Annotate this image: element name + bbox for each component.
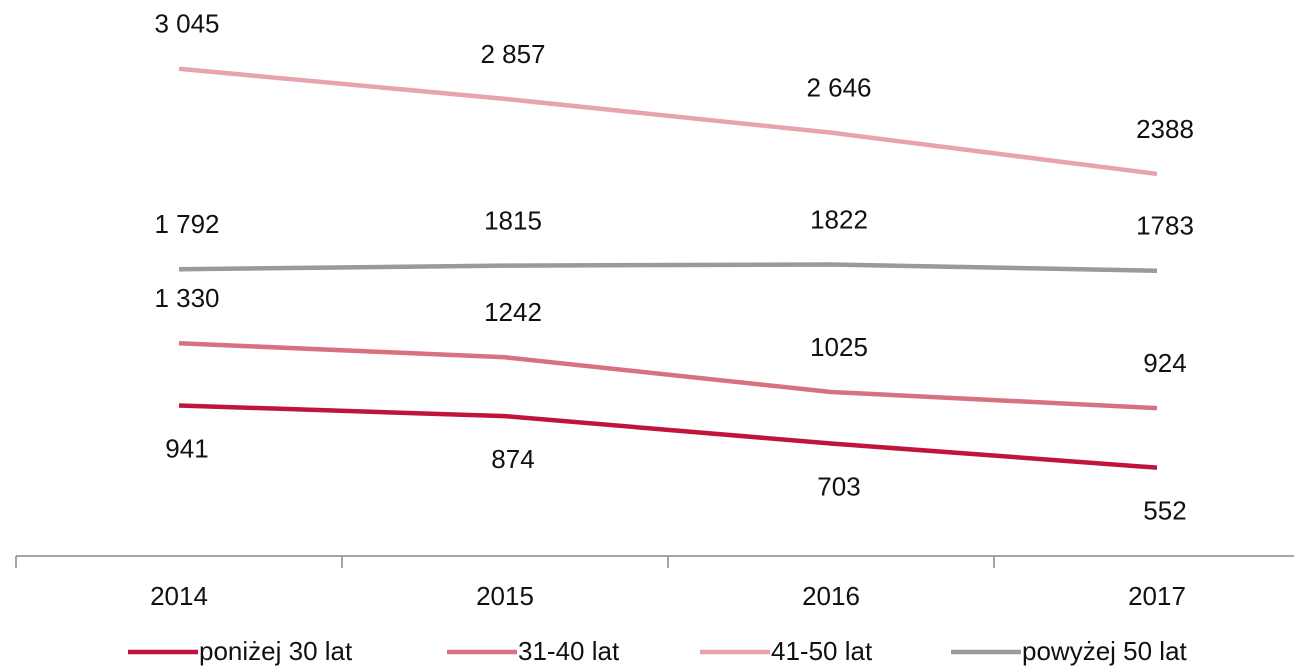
data-label: 874 [491,444,534,474]
series-line [178,340,1158,411]
data-label: 2 646 [806,73,871,103]
data-label: 2 857 [480,39,545,69]
data-label: 703 [817,471,860,501]
data-label: 3 045 [154,9,219,39]
data-label: 1025 [810,332,868,362]
legend-label: 41-50 lat [771,636,873,666]
data-label: 1783 [1136,211,1194,241]
legend-label: powyżej 50 lat [1022,636,1188,666]
series-line [178,262,1158,273]
series-line [178,66,1158,177]
legend-label: poniżej 30 lat [199,636,353,666]
series-line [178,403,1158,470]
legend-label: 31-40 lat [518,636,620,666]
x-tick-label: 2017 [1128,581,1186,611]
data-label: 2388 [1136,114,1194,144]
x-tick-label: 2016 [802,581,860,611]
data-label: 1 330 [154,283,219,313]
data-label: 924 [1143,348,1186,378]
data-label: 552 [1143,496,1186,526]
data-label: 1242 [484,297,542,327]
data-label: 1815 [484,205,542,235]
data-label: 941 [165,433,208,463]
data-label: 1822 [810,204,868,234]
data-label: 1 792 [154,209,219,239]
x-tick-label: 2014 [150,581,208,611]
x-tick-label: 2015 [476,581,534,611]
